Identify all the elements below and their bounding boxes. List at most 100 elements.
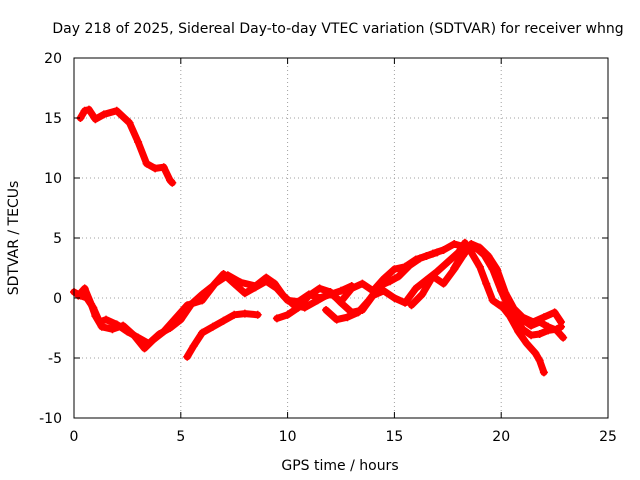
data-point bbox=[531, 349, 540, 358]
data-point bbox=[475, 262, 484, 271]
data-point bbox=[208, 322, 217, 331]
data-point bbox=[482, 279, 491, 288]
data-point bbox=[253, 310, 262, 319]
series-group bbox=[70, 105, 568, 377]
data-point bbox=[428, 249, 437, 258]
data-point bbox=[390, 294, 399, 302]
data-point bbox=[416, 254, 425, 263]
data-point bbox=[183, 301, 192, 310]
data-point bbox=[390, 265, 399, 274]
data-point bbox=[236, 278, 245, 287]
grid-lines bbox=[74, 58, 608, 418]
data-point bbox=[364, 296, 373, 305]
data-point bbox=[84, 105, 93, 114]
y-tick-label: 5 bbox=[53, 231, 62, 247]
data-point bbox=[343, 313, 352, 322]
data-point bbox=[170, 315, 179, 324]
data-point bbox=[315, 284, 324, 293]
data-point bbox=[535, 318, 544, 326]
data-point bbox=[119, 321, 128, 330]
series-line bbox=[519, 316, 567, 342]
data-point bbox=[129, 331, 138, 340]
data-point bbox=[557, 322, 566, 331]
x-tick-label: 15 bbox=[385, 429, 403, 445]
data-point bbox=[294, 303, 303, 312]
data-point bbox=[332, 315, 341, 324]
y-tick-label: 10 bbox=[44, 171, 62, 187]
x-tick-label: 0 bbox=[70, 429, 79, 445]
data-point bbox=[514, 327, 523, 336]
data-point bbox=[140, 344, 149, 353]
data-point bbox=[407, 301, 416, 310]
data-point bbox=[251, 282, 260, 290]
data-point bbox=[223, 271, 232, 280]
data-point bbox=[375, 282, 384, 290]
series-track-e bbox=[322, 240, 467, 324]
tick-marks bbox=[73, 57, 609, 419]
data-point bbox=[219, 316, 228, 325]
data-point bbox=[108, 325, 117, 334]
data-point bbox=[183, 352, 192, 361]
data-point bbox=[433, 267, 442, 276]
data-point bbox=[401, 298, 410, 307]
data-point bbox=[405, 261, 414, 270]
data-point bbox=[149, 336, 158, 344]
data-point bbox=[87, 300, 96, 308]
data-point bbox=[354, 308, 363, 317]
x-axis-ticks: 0 5 10 15 20 25 bbox=[70, 429, 617, 445]
data-point bbox=[559, 333, 568, 342]
data-point bbox=[439, 246, 448, 254]
y-axis-label: SDTVAR / TECUs bbox=[6, 181, 22, 296]
data-point bbox=[230, 310, 239, 319]
data-point bbox=[552, 326, 561, 335]
data-point bbox=[411, 284, 420, 293]
series-track-c bbox=[183, 309, 262, 361]
x-axis-label: GPS time / hours bbox=[281, 458, 398, 474]
data-point bbox=[279, 291, 288, 300]
data-point bbox=[270, 279, 279, 288]
data-point bbox=[550, 308, 559, 317]
data-point bbox=[450, 240, 459, 248]
data-point bbox=[418, 290, 427, 299]
data-point bbox=[428, 272, 437, 281]
series-track-early-high bbox=[76, 105, 177, 187]
data-point bbox=[80, 284, 89, 293]
data-point bbox=[450, 264, 459, 272]
series-track-h bbox=[497, 301, 548, 377]
x-tick-label: 10 bbox=[279, 429, 297, 445]
data-point bbox=[80, 106, 89, 115]
data-point bbox=[159, 163, 168, 172]
data-point bbox=[322, 306, 331, 314]
data-point bbox=[272, 314, 281, 323]
data-point bbox=[539, 368, 548, 377]
data-point bbox=[240, 309, 249, 318]
data-point bbox=[125, 118, 134, 127]
data-point bbox=[337, 286, 345, 295]
x-tick-label: 20 bbox=[492, 429, 510, 445]
data-point bbox=[527, 331, 536, 340]
y-tick-label: 0 bbox=[53, 291, 62, 307]
data-point bbox=[112, 106, 121, 115]
y-tick-label: 20 bbox=[44, 51, 62, 67]
data-point bbox=[210, 279, 219, 288]
data-point bbox=[518, 315, 527, 324]
series-line bbox=[273, 239, 505, 322]
data-point bbox=[97, 322, 106, 331]
data-point bbox=[497, 286, 506, 295]
data-point bbox=[505, 312, 514, 320]
data-point bbox=[535, 356, 544, 365]
data-point bbox=[488, 296, 497, 305]
x-tick-label: 5 bbox=[176, 429, 185, 445]
data-point bbox=[189, 342, 198, 350]
data-point bbox=[527, 321, 536, 330]
data-point bbox=[262, 273, 271, 282]
y-tick-label: -10 bbox=[39, 411, 62, 427]
data-point bbox=[522, 339, 531, 348]
data-point bbox=[544, 322, 553, 331]
data-point bbox=[304, 291, 313, 300]
data-point bbox=[488, 265, 497, 274]
data-point bbox=[91, 115, 100, 124]
data-point bbox=[386, 277, 395, 286]
data-point bbox=[337, 298, 345, 307]
